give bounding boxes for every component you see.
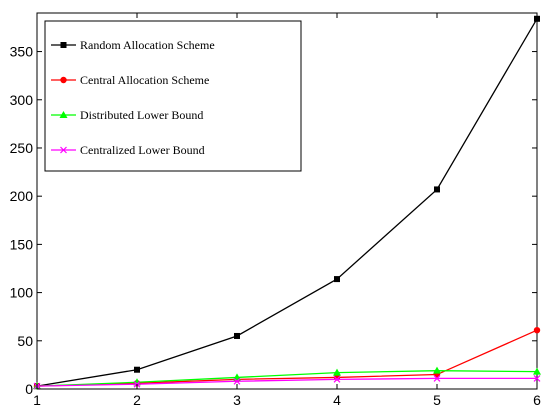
data-point <box>334 276 340 283</box>
series-line <box>36 329 538 387</box>
y-tick-label: 150 <box>10 236 34 252</box>
legend-box <box>44 20 302 172</box>
legend: Random Allocation Scheme Central Allocati… <box>44 20 302 172</box>
y-tick-label: 100 <box>10 285 34 301</box>
data-point <box>333 368 341 376</box>
y-tick-label: 50 <box>17 333 33 349</box>
legend-item: Centralized Lower Bound <box>51 143 205 157</box>
plot-area-border <box>36 12 538 390</box>
legend-swatch-marker <box>59 111 68 118</box>
series-3 <box>33 374 541 390</box>
series-line <box>36 377 537 387</box>
series-line <box>36 18 538 387</box>
data-point <box>533 367 541 375</box>
legend-label: Random Allocation Scheme <box>80 38 215 52</box>
legend-item: Central Allocation Scheme <box>51 73 209 87</box>
legend-swatch-marker <box>60 76 67 84</box>
data-point <box>134 366 140 373</box>
legend-item: Distributed Lower Bound <box>51 108 203 122</box>
data-point <box>234 332 240 339</box>
data-point <box>534 15 540 22</box>
data-point <box>233 377 241 385</box>
y-tick-label: 0 <box>25 381 33 397</box>
x-tick-label: 5 <box>433 392 441 408</box>
legend-label: Central Allocation Scheme <box>80 73 209 87</box>
legend-label: Distributed Lower Bound <box>80 108 203 122</box>
legend-swatch-marker <box>60 146 67 154</box>
legend-label: Centralized Lower Bound <box>80 143 205 157</box>
y-tick-label: 350 <box>10 44 34 60</box>
legend-swatch-marker <box>60 42 67 48</box>
data-point <box>434 186 440 193</box>
x-tick-label: 6 <box>533 392 541 408</box>
data-point <box>333 375 341 383</box>
series-layer <box>33 15 541 390</box>
data-point <box>433 366 441 374</box>
x-tick-label: 1 <box>33 392 41 408</box>
y-tick-label: 200 <box>10 188 34 204</box>
data-point <box>433 374 441 382</box>
ticks-layer: 1 2 3 4 5 6 0 50 100 150 200 250 300 350 <box>10 13 541 408</box>
data-point <box>533 326 541 334</box>
legend-item: Random Allocation Scheme <box>51 38 215 52</box>
x-tick-label: 4 <box>333 392 341 408</box>
axes-frame <box>36 12 538 390</box>
series-line <box>36 370 538 387</box>
y-tick-label: 300 <box>10 92 34 108</box>
y-tick-label: 250 <box>10 140 34 156</box>
x-tick-label: 2 <box>133 392 141 408</box>
data-point <box>533 374 541 382</box>
x-tick-label: 3 <box>233 392 241 408</box>
